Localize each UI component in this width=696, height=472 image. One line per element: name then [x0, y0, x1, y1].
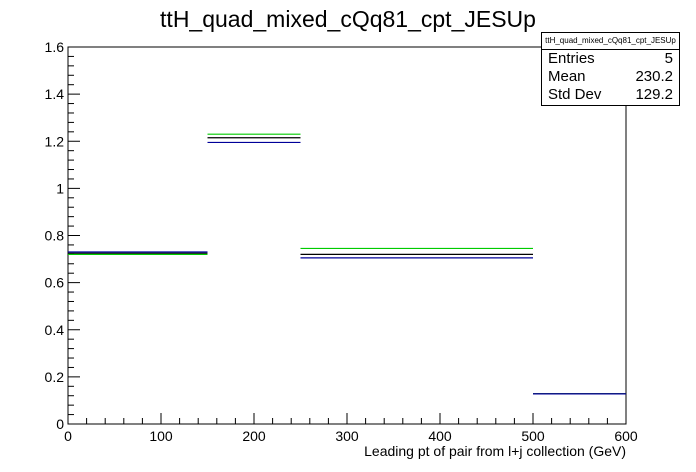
x-tick-label: 400	[428, 428, 452, 444]
x-tick-label: 200	[242, 428, 266, 444]
x-tick-label: 300	[335, 428, 359, 444]
stats-row-entries: Entries 5	[542, 50, 679, 68]
chart-title: ttH_quad_mixed_cQq81_cpt_JESUp	[160, 6, 536, 32]
stats-row-mean: Mean 230.2	[542, 68, 679, 86]
stats-row-stddev: Std Dev 129.2	[542, 86, 679, 104]
axes: 0 0.2 0.4 0.6 0.8 1 1.2 1.4 1.6 0 100 200 300 400 500 6…	[45, 39, 638, 444]
x-tick-label: 100	[149, 428, 173, 444]
stats-stddev-label: Std Dev	[548, 86, 602, 103]
y-tick-label: 0.4	[45, 322, 65, 338]
stats-box-title: ttH_quad_mixed_cQq81_cpt_JESUp	[542, 33, 679, 50]
stats-mean-value: 230.2	[635, 68, 673, 85]
x-axis-label: Leading pt of pair from l+j collection (…	[364, 443, 626, 459]
stats-stddev-value: 129.2	[635, 86, 673, 103]
y-tick-label: 1.6	[45, 39, 65, 55]
y-tick-label: 0.8	[45, 228, 65, 244]
series-2	[68, 141, 626, 395]
series-1	[68, 137, 626, 395]
stats-entries-value: 5	[664, 50, 673, 67]
x-tick-label: 600	[614, 428, 638, 444]
x-tick-label: 500	[521, 428, 545, 444]
y-tick-label: 1	[56, 180, 64, 196]
stats-mean-label: Mean	[548, 68, 586, 85]
x-tick-label: 0	[64, 428, 72, 444]
y-tick-label: 1.4	[45, 86, 65, 102]
y-tick-label: 1.2	[45, 133, 65, 149]
stats-entries-label: Entries	[548, 50, 595, 67]
stats-box: ttH_quad_mixed_cQq81_cpt_JESUp Entries 5…	[541, 32, 680, 106]
series-0	[68, 133, 626, 395]
y-tick-label: 0.6	[45, 275, 65, 291]
y-tick-label: 0.2	[45, 369, 65, 385]
y-tick-label: 0	[56, 416, 64, 432]
histogram-series	[68, 133, 626, 395]
